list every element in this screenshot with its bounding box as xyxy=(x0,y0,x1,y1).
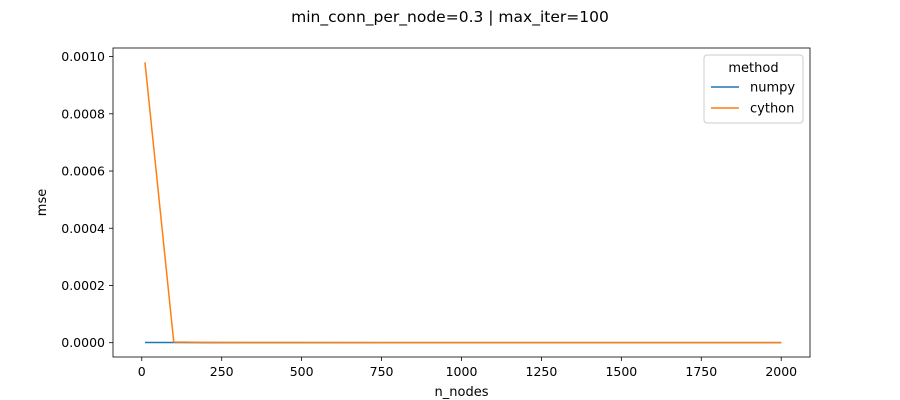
chart-title: min_conn_per_node=0.3 | max_iter=100 xyxy=(291,8,609,27)
legend-title: method xyxy=(728,61,778,76)
x-axis: 0 250 500 750 1000 1250 1500 1750 2000 xyxy=(138,357,797,379)
legend-label-cython: cython xyxy=(750,102,794,117)
x-tick-label: 750 xyxy=(370,364,394,379)
y-tick-label: 0.0002 xyxy=(61,278,105,293)
x-tick-label: 2000 xyxy=(765,364,797,379)
x-tick-label: 1750 xyxy=(685,364,717,379)
x-tick-label: 1250 xyxy=(526,364,558,379)
legend-label-numpy: numpy xyxy=(750,81,795,96)
x-tick-label: 250 xyxy=(210,364,234,379)
y-tick-label: 0.0000 xyxy=(61,335,105,350)
y-axis-label: mse xyxy=(35,189,50,216)
plot-area: 0 250 500 750 1000 1250 1500 1750 2000 0.00000.0… xyxy=(61,47,811,379)
y-tick-label: 0.0010 xyxy=(61,49,105,64)
x-tick-label: 0 xyxy=(138,364,146,379)
legend-box xyxy=(703,54,804,124)
x-axis-label: n_nodes xyxy=(435,385,489,400)
y-tick-label: 0.0004 xyxy=(61,221,105,236)
x-tick-label: 500 xyxy=(290,364,314,379)
y-axis: 0.0000 0.0002 0.0004 0.0006 0.0008 0.0010 xyxy=(61,49,113,350)
legend: method numpy cython xyxy=(703,54,804,124)
x-tick-label: 1500 xyxy=(605,364,637,379)
x-tick-label: 1000 xyxy=(446,364,478,379)
series-lines xyxy=(144,62,782,344)
series-line-cython xyxy=(144,62,782,344)
y-tick-label: 0.0006 xyxy=(61,164,105,179)
y-tick-label: 0.0008 xyxy=(61,106,105,121)
